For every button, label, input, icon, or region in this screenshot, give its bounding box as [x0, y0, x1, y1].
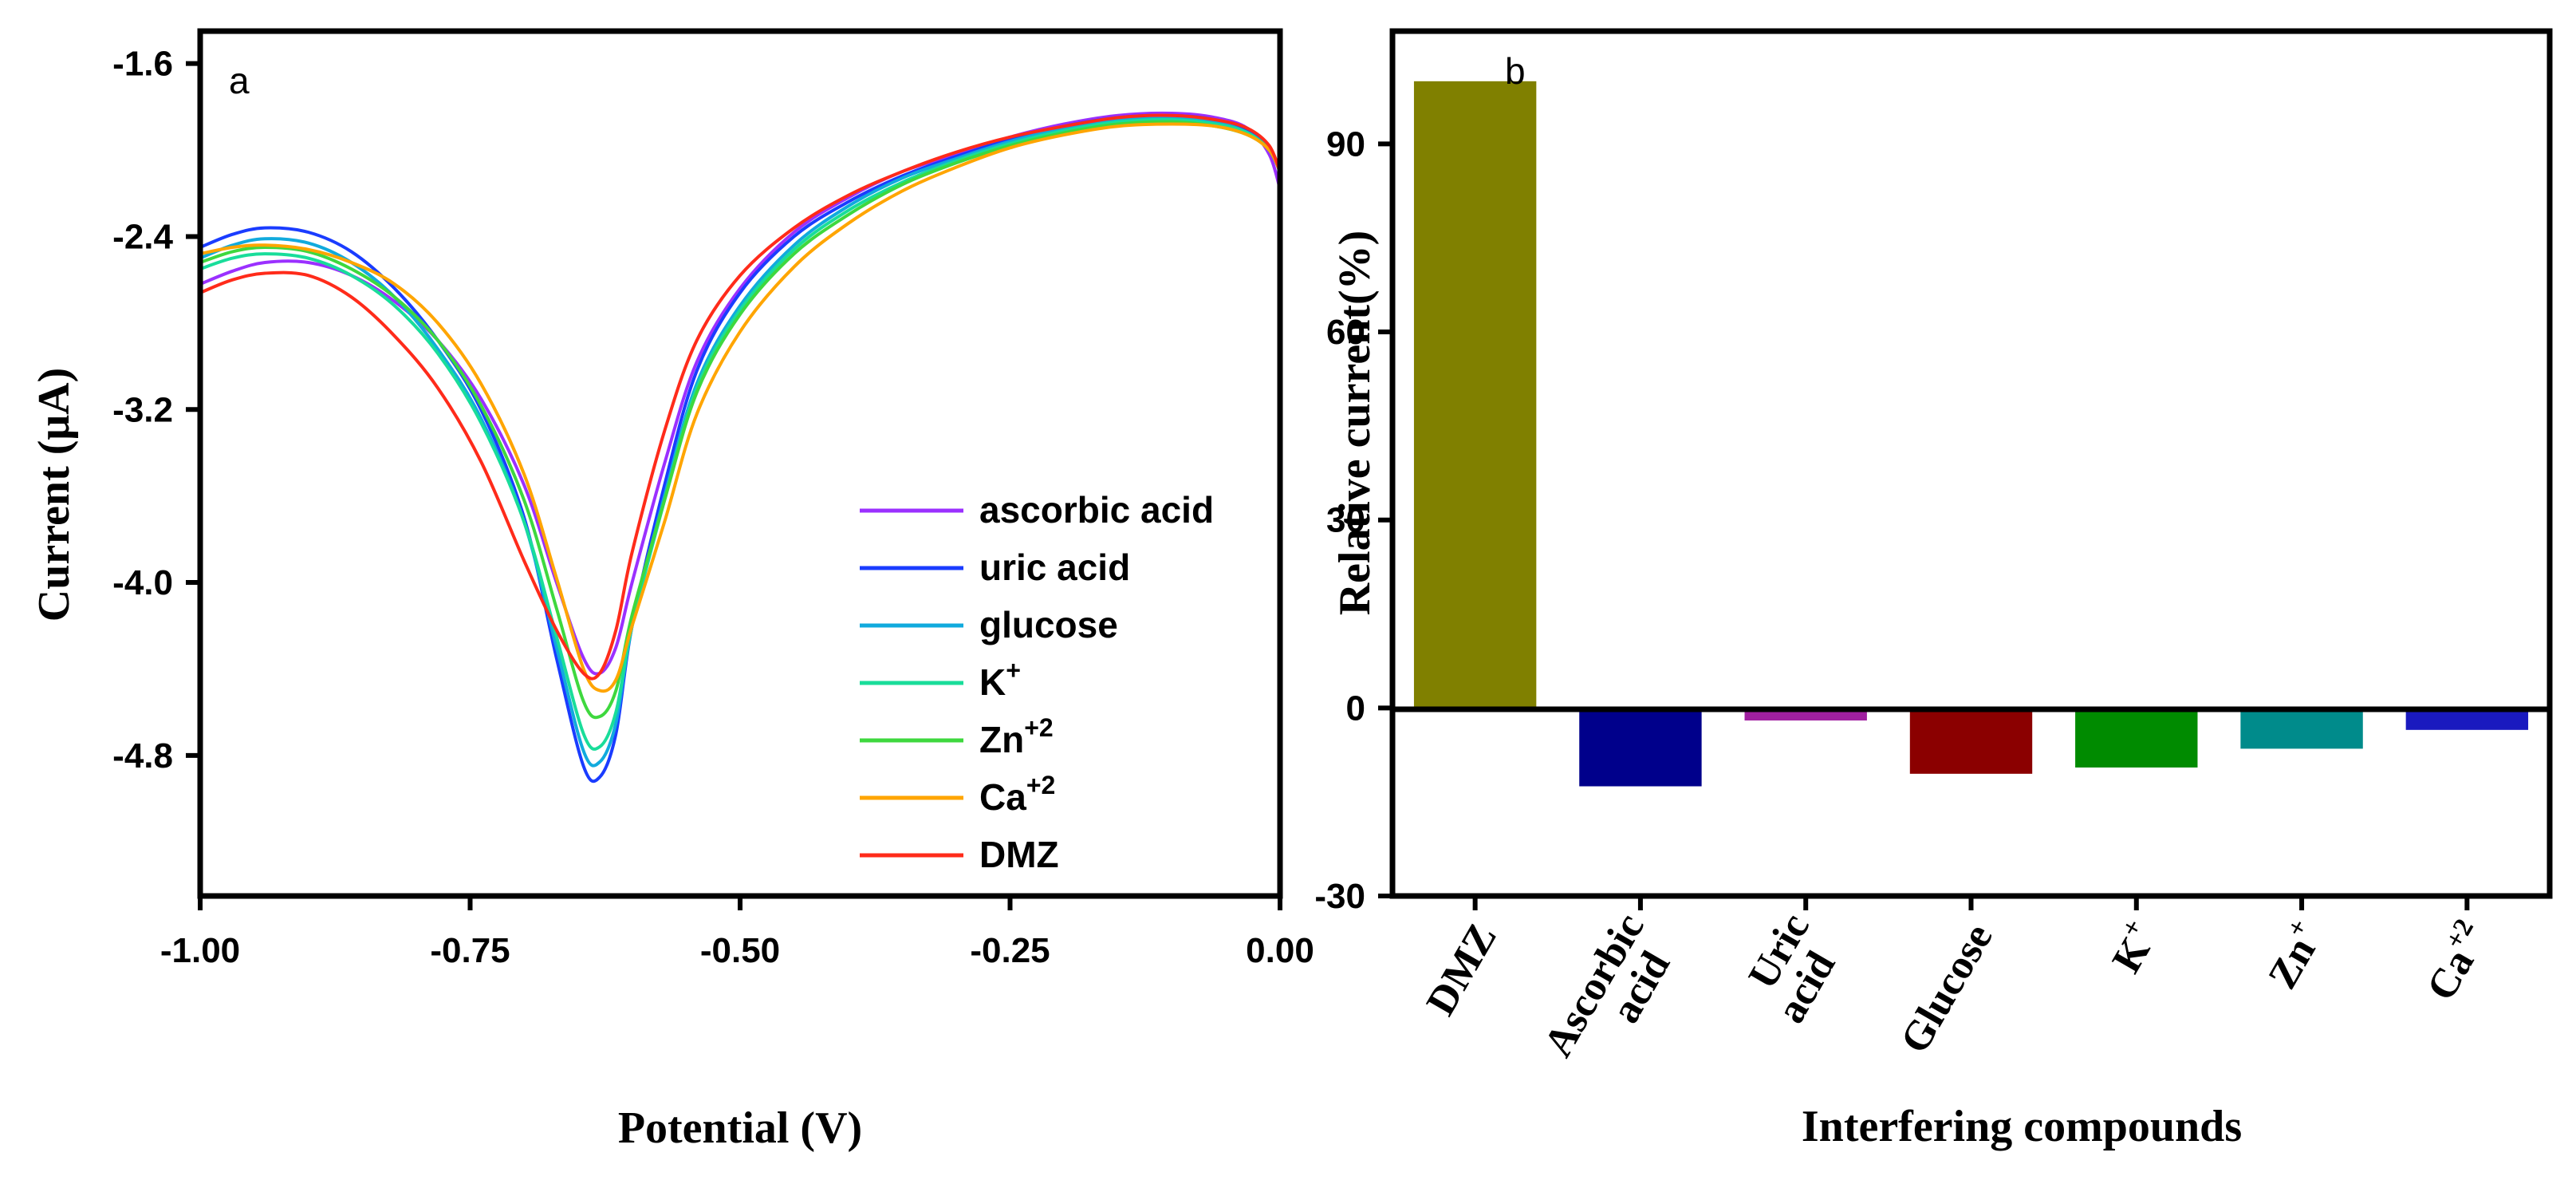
- y-tick-label: -1.6: [112, 45, 173, 84]
- y-tick-label: -3.2: [112, 390, 173, 429]
- panel-a-ticks: -1.00 -0.75 -0.50 -0.25 0.00 -1.6 -2.4 -3.2 -4.0…: [112, 45, 1314, 970]
- bar-4: [2075, 708, 2198, 768]
- category-label-6: Ca+2: [2414, 914, 2498, 1008]
- y-tick-label: -4.0: [112, 563, 173, 602]
- legend-label-0: ascorbic acid: [979, 489, 1214, 531]
- legend-label-2: glucose: [979, 604, 1118, 645]
- panel-a-x-axis-title: Potential (V): [618, 1103, 862, 1153]
- legend-label-5: Ca+2: [979, 771, 1055, 818]
- category-label-text: Zn+: [2255, 914, 2332, 997]
- category-label-3: Glucose: [1892, 917, 2001, 1061]
- bar-5: [2240, 708, 2363, 749]
- panel-b-y-axis-title: Relative current(%): [1330, 231, 1380, 616]
- series-line-5: [199, 122, 1282, 693]
- panel-a-legend: ascorbic acid uric acid glucose K+ Zn+2 Ca+2 D…: [860, 489, 1214, 875]
- category-label-text: DMZ: [1418, 917, 1506, 1024]
- y-tick-label: -4.8: [112, 736, 173, 776]
- y-tick-label: -2.4: [112, 217, 173, 256]
- y-tick-label: -30: [1314, 877, 1365, 916]
- category-label-0: DMZ: [1418, 917, 1506, 1024]
- bar-1: [1579, 708, 1702, 787]
- panel-b-x-axis-title: Interfering compounds: [1802, 1102, 2242, 1151]
- x-tick-label: -0.25: [970, 931, 1050, 970]
- series-line-4: [199, 120, 1282, 720]
- panel-b-bars: [1413, 81, 2529, 787]
- legend-label-3: K+: [979, 656, 1021, 703]
- category-label-text: Ca+2: [2414, 914, 2498, 1008]
- x-tick-label: -1.00: [160, 931, 240, 970]
- category-label-4: K+: [2100, 914, 2167, 981]
- bar-0: [1413, 81, 1537, 708]
- series-line-1: [199, 113, 1282, 783]
- legend-label-1: uric acid: [979, 547, 1130, 588]
- y-tick-label: 30: [1326, 501, 1365, 540]
- category-label-text: Glucose: [1892, 917, 2001, 1061]
- category-label-5: Zn+: [2255, 914, 2332, 997]
- legend-label-6: DMZ: [979, 834, 1059, 875]
- x-tick-label: -0.50: [700, 931, 780, 970]
- panel-a-curves: [199, 111, 1282, 783]
- panel-b-bar-chart: -30 0 30 60 90 b Interfering compounds Relat…: [1314, 28, 2553, 1151]
- series-line-2: [199, 116, 1282, 768]
- legend-label-4: Zn+2: [979, 713, 1054, 760]
- series-line-3: [199, 118, 1282, 751]
- y-tick-label: 60: [1326, 313, 1365, 352]
- panel-a-label: a: [229, 60, 250, 101]
- bar-3: [1909, 708, 2033, 774]
- panel-a-line-chart: -1.00 -0.75 -0.50 -0.25 0.00 -1.6 -2.4 -3.2 -4.0…: [30, 28, 1314, 1153]
- panel-a-y-axis-title: Current (μA): [30, 368, 79, 622]
- x-tick-label: 0.00: [1246, 931, 1314, 970]
- y-tick-label: 0: [1346, 689, 1365, 728]
- x-tick-label: -0.75: [430, 931, 510, 970]
- panel-b-ticks: -30 0 30 60 90: [1314, 124, 2470, 916]
- panel-a-plot-frame: [197, 28, 1283, 899]
- series-line-0: [199, 111, 1282, 676]
- y-tick-label: 90: [1326, 124, 1365, 164]
- panel-b-label: b: [1505, 50, 1526, 92]
- category-label-text: K+: [2100, 914, 2167, 981]
- series-line-6: [199, 113, 1282, 681]
